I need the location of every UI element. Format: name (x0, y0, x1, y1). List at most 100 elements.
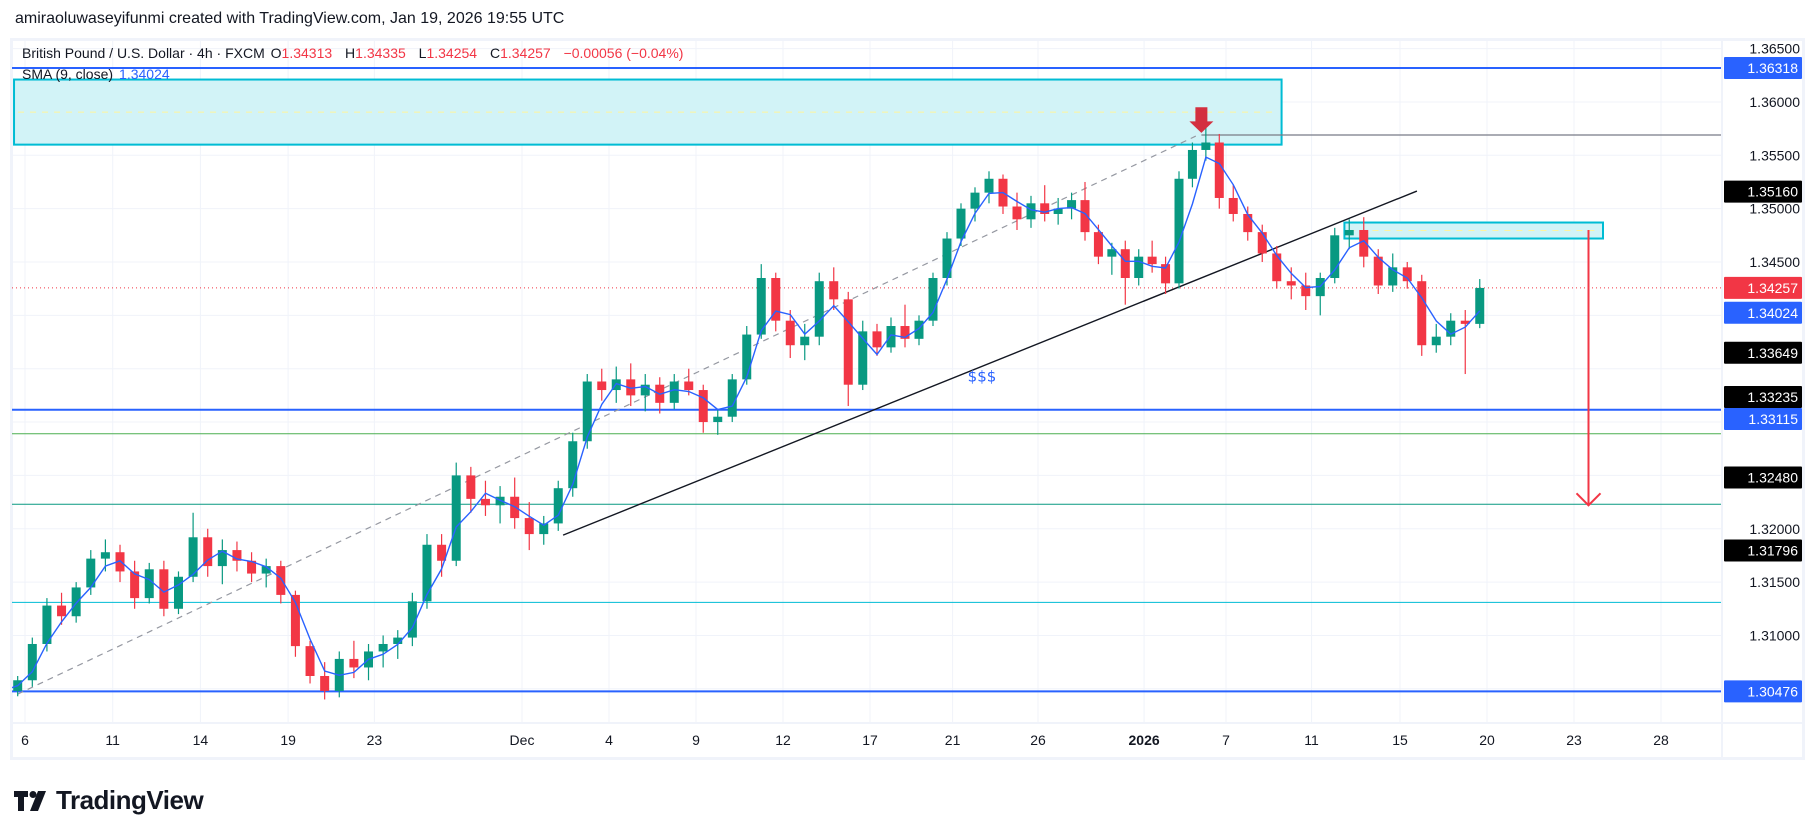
bullish-candle (1344, 229, 1354, 236)
time-tick-label: 11 (105, 732, 120, 748)
open-value: 1.34313 (281, 45, 333, 61)
high-label: H (345, 45, 356, 61)
bearish-candle (1402, 267, 1412, 282)
price-axis[interactable]: 1.36500 1.36000 1.35500 1.35000 1.34500 1.320… (1724, 41, 1802, 703)
bearish-candle (57, 605, 67, 617)
zones-layer (13, 78, 1604, 240)
bullish-candle (100, 552, 110, 559)
bullish-candle (539, 523, 549, 535)
tradingview-logo[interactable]: TradingView (14, 785, 204, 816)
low-label: L (418, 45, 427, 61)
bullish-candle (914, 320, 924, 339)
bearish-candle (290, 594, 300, 647)
sma-legend[interactable]: SMA (9, close) 1.34024 (22, 66, 170, 82)
time-axis[interactable]: 6 11 14 19 23 Dec 4 9 12 17 21 26 2026 7 11 15 20 23 28 (21, 732, 1669, 748)
bearish-candle (1272, 253, 1282, 282)
bearish-candle (0, 678, 8, 691)
bearish-candle (771, 278, 781, 321)
price-tick-label: 1.32000 (1749, 521, 1800, 537)
bearish-candle (203, 537, 213, 567)
bearish-candle (829, 281, 839, 300)
bullish-candle (86, 558, 96, 588)
bearish-candle (1373, 256, 1383, 286)
bearish-candle (843, 299, 853, 385)
time-tick-label: 23 (1566, 732, 1582, 748)
bearish-candle (785, 320, 795, 346)
bearish-candle (305, 646, 315, 676)
bullish-candle (1187, 149, 1197, 179)
trendlines-layer (17, 135, 1418, 695)
bullish-candle (1330, 235, 1340, 279)
bullish-candle (669, 381, 679, 403)
bullish-candle (956, 208, 966, 239)
bullish-candle (1053, 208, 1063, 214)
time-tick-label: 2026 (1129, 732, 1160, 748)
bearish-candle (1080, 200, 1090, 233)
author-credit: amiraoluwaseyifunmi created with Trading… (15, 10, 565, 27)
time-tick-label: Dec (510, 732, 535, 748)
time-tick-label: 14 (193, 732, 209, 748)
time-tick-label: 21 (945, 732, 961, 748)
bearish-candle (1257, 232, 1267, 254)
price-axis-label: 1.31796 (1747, 543, 1798, 559)
price-axis-label: 1.32480 (1747, 470, 1798, 486)
bearish-candle (1012, 206, 1022, 220)
bearish-candle (466, 475, 476, 499)
bullish-candle (568, 441, 578, 489)
bearish-candle (115, 552, 125, 572)
bearish-candle (900, 326, 910, 339)
grid-lines (12, 40, 1722, 723)
bearish-candle (698, 390, 708, 423)
price-axis-label: 1.34257 (1747, 280, 1798, 296)
bullish-candle (756, 278, 766, 335)
bullish-candle (984, 178, 994, 193)
price-axis-label-box (1724, 407, 1802, 430)
bullish-candle (407, 601, 417, 638)
bullish-candle (814, 281, 824, 337)
time-tick-label: 23 (367, 732, 383, 748)
high-value: 1.34335 (355, 45, 406, 61)
symbol-title[interactable]: British Pound / U.S. Dollar · 4h · FXCM (22, 45, 265, 61)
bullish-candle (1134, 256, 1144, 279)
bearish-candle (159, 569, 169, 609)
time-tick-label: 6 (21, 732, 29, 748)
bullish-candle (1174, 178, 1184, 284)
ascending-trendline (562, 190, 1418, 536)
bearish-candle (349, 658, 359, 668)
sma-label: SMA (9, close) (22, 66, 114, 82)
bullish-candle (553, 488, 563, 524)
down-arrow-marker-icon (1189, 107, 1214, 133)
bearish-candle (1460, 320, 1470, 324)
time-tick-label: 4 (605, 732, 613, 748)
bearish-candle (320, 675, 330, 691)
bullish-candle (378, 643, 388, 652)
bullish-candle (1026, 203, 1036, 220)
close-value: 1.34257 (500, 45, 551, 61)
bearish-candle (1228, 197, 1238, 214)
bearish-candle (524, 518, 534, 535)
plot-area[interactable]: $$$ (0, 67, 1722, 700)
bullish-candle (970, 192, 980, 209)
price-tick-label: 1.36500 (1749, 41, 1800, 57)
price-axis-label-box (1724, 680, 1802, 703)
price-axis-label: 1.33115 (1748, 411, 1798, 427)
bearish-candle (1243, 213, 1253, 233)
time-tick-label: 26 (1030, 732, 1046, 748)
price-axis-label-box (1724, 180, 1802, 203)
time-tick-label: 20 (1479, 732, 1495, 748)
bullish-candle (1431, 336, 1441, 346)
bullish-candle (144, 569, 154, 599)
time-tick-label: 7 (1222, 732, 1230, 748)
bearish-candle (247, 560, 257, 574)
bearish-candle (872, 331, 882, 348)
price-axis-label: 1.35160 (1747, 184, 1798, 200)
price-axis-label: 1.36318 (1747, 60, 1798, 76)
low-value: 1.34254 (426, 45, 478, 61)
symbol-legend: British Pound / U.S. Dollar · 4h · FXCM … (22, 45, 692, 61)
price-axis-label: 1.34024 (1747, 305, 1798, 321)
price-axis-label-box (1724, 276, 1802, 299)
time-tick-label: 19 (280, 732, 296, 748)
annotations-layer: $$$ (968, 107, 1602, 507)
sma-value: 1.34024 (119, 66, 170, 82)
